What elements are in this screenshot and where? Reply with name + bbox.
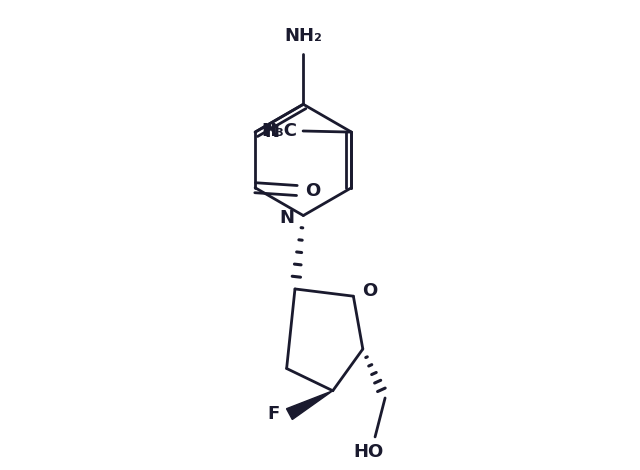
Text: N: N: [264, 123, 279, 141]
Text: HO: HO: [353, 444, 383, 462]
Polygon shape: [287, 391, 333, 420]
Text: F: F: [268, 405, 280, 423]
Text: O: O: [362, 282, 378, 299]
Text: NH₂: NH₂: [284, 27, 323, 46]
Text: H₃C: H₃C: [262, 122, 298, 140]
Text: O: O: [305, 181, 320, 199]
Text: N: N: [279, 209, 294, 227]
